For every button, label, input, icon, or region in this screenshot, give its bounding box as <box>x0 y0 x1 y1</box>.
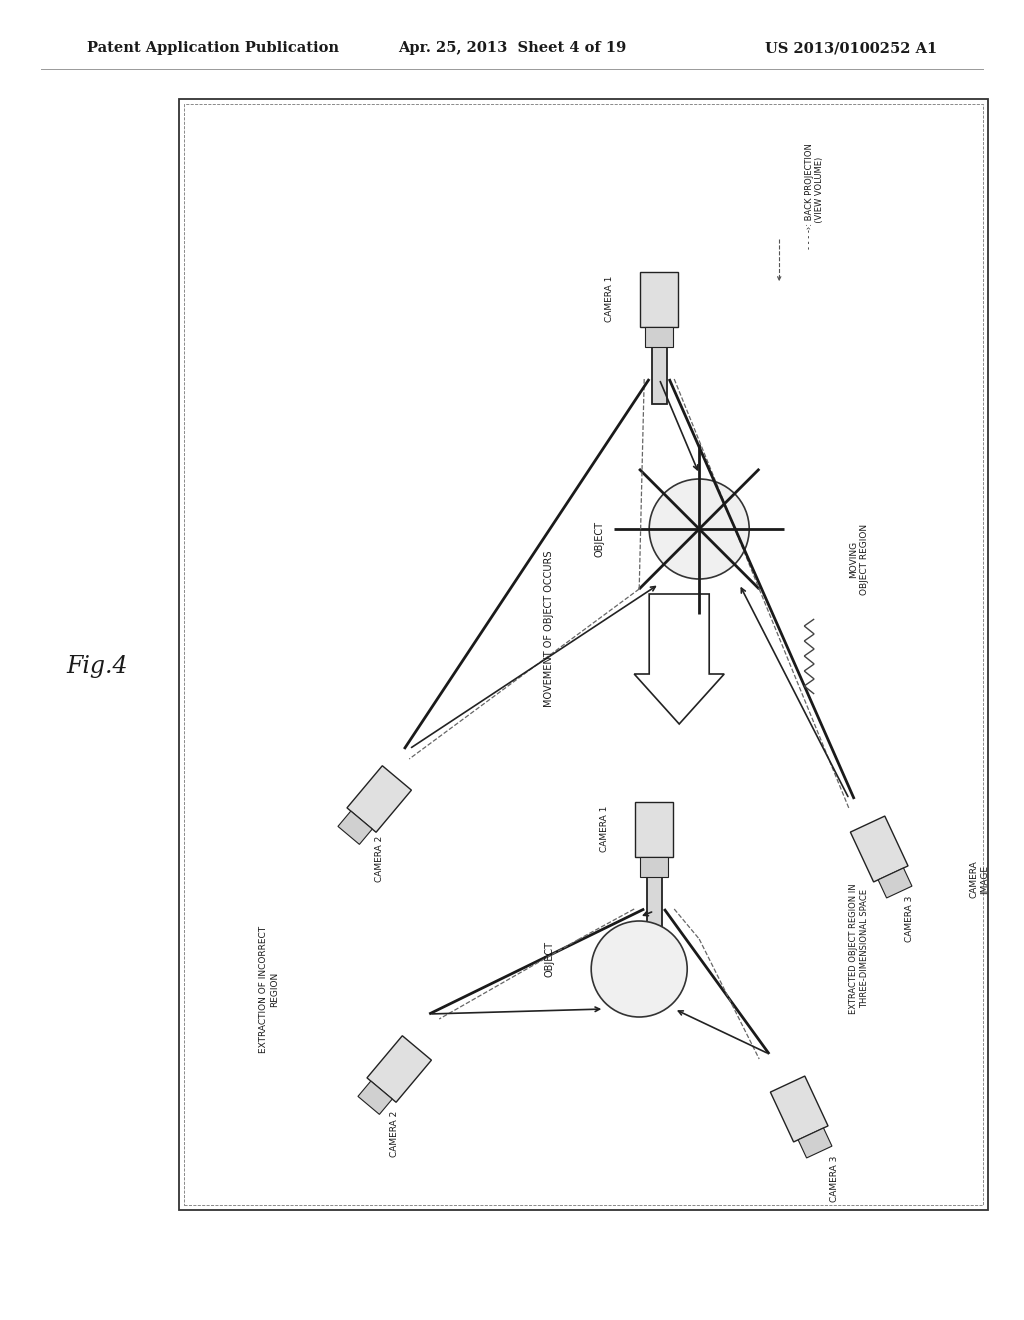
Text: CAMERA
IMAGE: CAMERA IMAGE <box>970 861 989 898</box>
Text: OBJECT: OBJECT <box>594 521 604 557</box>
Bar <box>184 104 983 1205</box>
Polygon shape <box>770 1076 828 1142</box>
Polygon shape <box>634 594 724 723</box>
Text: MOVEMENT OF OBJECT OCCURS: MOVEMENT OF OBJECT OCCURS <box>544 550 554 708</box>
Bar <box>179 99 988 1210</box>
Text: CAMERA 2: CAMERA 2 <box>390 1111 398 1158</box>
Ellipse shape <box>649 479 750 579</box>
Polygon shape <box>640 272 678 326</box>
Text: Apr. 25, 2013  Sheet 4 of 19: Apr. 25, 2013 Sheet 4 of 19 <box>398 41 626 55</box>
Polygon shape <box>367 1036 431 1102</box>
Polygon shape <box>850 816 908 882</box>
Polygon shape <box>358 1081 392 1114</box>
Text: OBJECT: OBJECT <box>544 941 554 977</box>
Polygon shape <box>640 857 669 876</box>
Text: CAMERA 1: CAMERA 1 <box>605 276 613 322</box>
Polygon shape <box>635 801 673 857</box>
Polygon shape <box>879 869 912 898</box>
Text: CAMERA 3: CAMERA 3 <box>829 1156 839 1203</box>
Text: MOVING
OBJECT REGION: MOVING OBJECT REGION <box>850 524 869 594</box>
Polygon shape <box>338 810 373 845</box>
Text: - - - -›: BACK PROJECTION
          (VIEW VOLUME): - - - -›: BACK PROJECTION (VIEW VOLUME) <box>805 143 824 249</box>
Ellipse shape <box>591 921 687 1016</box>
Polygon shape <box>647 849 662 939</box>
Polygon shape <box>651 314 667 404</box>
Text: CAMERA 2: CAMERA 2 <box>375 836 384 882</box>
Polygon shape <box>347 766 412 833</box>
Text: US 2013/0100252 A1: US 2013/0100252 A1 <box>765 41 937 55</box>
Text: CAMERA 1: CAMERA 1 <box>600 805 608 853</box>
Text: CAMERA 3: CAMERA 3 <box>904 896 913 942</box>
Polygon shape <box>798 1129 831 1158</box>
Polygon shape <box>645 326 673 346</box>
Text: Patent Application Publication: Patent Application Publication <box>87 41 339 55</box>
Text: EXTRACTION OF INCORRECT
REGION: EXTRACTION OF INCORRECT REGION <box>259 925 279 1052</box>
Text: Fig.4: Fig.4 <box>67 655 128 678</box>
Text: EXTRACTED OBJECT REGION IN
THREE-DIMENSIONAL SPACE: EXTRACTED OBJECT REGION IN THREE-DIMENSI… <box>850 883 869 1014</box>
